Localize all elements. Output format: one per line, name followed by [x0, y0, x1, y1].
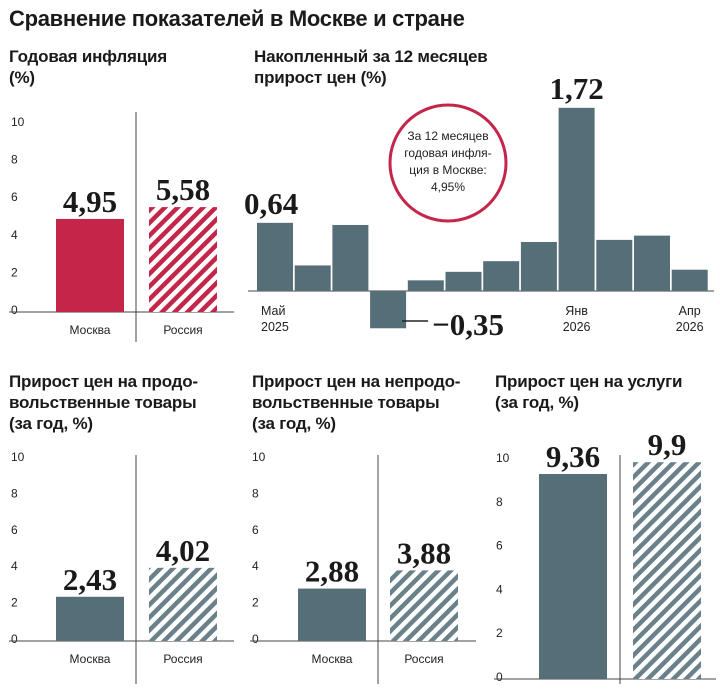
monthly-month-label: 2026: [676, 320, 704, 334]
services-y-tick-label: 0: [496, 670, 503, 684]
food-value-label: 4,02: [156, 533, 210, 568]
food-y-tick-label: 4: [11, 559, 18, 573]
food-title-line: вольственные товары: [9, 393, 197, 412]
annual-y-tick-label: 2: [11, 265, 18, 279]
monthly-month-label: Апр: [679, 304, 701, 318]
monthly-growth-chart: 0,64 −0,35 1,72 Май 2025 Янв 2026 Апр 2026 За 12 …: [244, 71, 714, 342]
services-bar-moscow: [539, 474, 607, 679]
food-category-label: Россия: [163, 652, 202, 666]
monthly-bar: [445, 271, 482, 291]
nonfood-value-label: 3,88: [397, 535, 451, 570]
monthly-bar: [294, 265, 331, 291]
services-y-tick-label: 8: [496, 495, 503, 509]
monthly-bar: [370, 291, 407, 329]
monthly-month-label: 2025: [261, 320, 289, 334]
monthly-title-line: Накопленный за 12 месяцев: [254, 47, 488, 66]
nonfood-y-tick-label: 10: [252, 450, 266, 464]
callout-text: 4,95%: [431, 180, 465, 194]
annual-title-line: (%): [9, 68, 35, 87]
services-panel-title: Прирост цен на услуги (за год, %): [495, 371, 682, 413]
monthly-month-label: Май: [261, 304, 286, 318]
nonfood-title-line: Прирост цен на непродо-: [252, 372, 461, 391]
callout-circle: [388, 103, 508, 223]
annual-title-line: Годовая инфляция: [9, 47, 167, 66]
services-y-tick-label: 6: [496, 539, 503, 553]
nonfood-bar-russia: [390, 570, 458, 641]
monthly-bar: [671, 269, 708, 291]
nonfood-bar-moscow: [298, 588, 366, 641]
food-category-label: Москва: [70, 652, 111, 666]
monthly-bar: [483, 261, 520, 291]
monthly-bar: [558, 107, 595, 291]
services-value-label: 9,36: [546, 439, 600, 474]
monthly-panel-title: Накопленный за 12 месяцев прирост цен (%…: [254, 46, 488, 88]
nonfood-y-tick-label: 0: [252, 632, 259, 646]
nonfood-value-label: 2,88: [305, 554, 359, 589]
monthly-bar: [596, 239, 633, 291]
page-title: Сравнение показателей в Москве и стране: [9, 6, 465, 31]
food-y-tick-label: 10: [11, 450, 25, 464]
annual-y-tick-label: 0: [11, 303, 18, 317]
annual-inflation-chart: 0 2 4 6 8 10 4,95 Москва 5,58 Россия: [9, 112, 234, 342]
services-y-tick-label: 2: [496, 626, 503, 640]
services-y-tick-label: 10: [496, 451, 510, 465]
nonfood-category-label: Россия: [404, 652, 443, 666]
food-title-line: Прирост цен на продо-: [9, 372, 198, 391]
services-value-label: 9,9: [648, 427, 687, 462]
nonfood-y-tick-label: 2: [252, 596, 259, 610]
nonfood-title-line: вольственные товары: [252, 393, 440, 412]
food-prices-chart: 0 2 4 6 8 10 2,43 Москва 4,02 Россия: [9, 450, 234, 684]
nonfood-title-line: (за год, %): [252, 414, 336, 433]
monthly-value-label: 0,64: [244, 186, 298, 221]
nonfood-y-tick-label: 4: [252, 559, 259, 573]
services-title-line: Прирост цен на услуги: [495, 372, 683, 391]
nonfood-panel-title: Прирост цен на непродо- вольственные тов…: [252, 371, 460, 434]
annual-value-label: 4,95: [63, 184, 117, 219]
monthly-bar: [257, 222, 293, 291]
food-panel-title: Прирост цен на продо- вольственные товар…: [9, 371, 198, 434]
nonfood-category-label: Москва: [312, 652, 353, 666]
annual-value-label: 5,58: [156, 172, 210, 207]
food-y-tick-label: 6: [11, 523, 18, 537]
food-bar-russia: [149, 567, 217, 641]
services-category-label: Россия: [647, 690, 686, 692]
services-prices-chart: 0 2 4 6 8 10 9,36 Москва 9,9 Россия: [494, 427, 716, 692]
monthly-bar: [407, 280, 444, 291]
monthly-bar: [634, 235, 670, 291]
nonfood-y-tick-label: 6: [252, 523, 259, 537]
annual-panel-title: Годовая инфляция (%): [9, 46, 167, 88]
annual-category-label: Россия: [163, 323, 202, 337]
food-y-tick-label: 8: [11, 486, 18, 500]
food-value-label: 2,43: [63, 562, 117, 597]
annual-y-tick-label: 6: [11, 190, 18, 204]
monthly-value-label: 1,72: [549, 71, 603, 106]
food-y-tick-label: 0: [11, 632, 18, 646]
monthly-bar: [332, 224, 369, 291]
annual-y-tick-label: 4: [11, 228, 18, 242]
nonfood-y-tick-label: 8: [252, 486, 259, 500]
annual-category-label: Москва: [70, 323, 111, 337]
monthly-month-label: 2026: [563, 320, 591, 334]
monthly-title-line: прирост цен (%): [254, 68, 387, 87]
callout-text: годовая инфля-: [404, 146, 491, 160]
services-title-line: (за год, %): [495, 393, 579, 412]
monthly-value-label: −0,35: [432, 307, 504, 342]
annual-bar-russia: [149, 207, 217, 312]
services-category-label: Москва: [553, 690, 594, 692]
services-bar-russia: [633, 462, 701, 679]
services-y-tick-label: 4: [496, 582, 503, 596]
annual-bar-moscow: [56, 218, 124, 312]
callout-text: За 12 месяцев: [407, 129, 488, 143]
annual-y-tick-label: 10: [11, 115, 25, 129]
food-title-line: (за год, %): [9, 414, 93, 433]
monthly-bar: [520, 242, 557, 291]
food-bar-moscow: [56, 596, 124, 641]
nonfood-prices-chart: 0 2 4 6 8 10 2,88 Москва 3,88 Россия: [250, 450, 476, 684]
food-y-tick-label: 2: [11, 596, 18, 610]
callout-text: ция в Москве:: [409, 163, 486, 177]
annual-y-tick-label: 8: [11, 153, 18, 167]
monthly-month-label: Янв: [565, 304, 588, 318]
